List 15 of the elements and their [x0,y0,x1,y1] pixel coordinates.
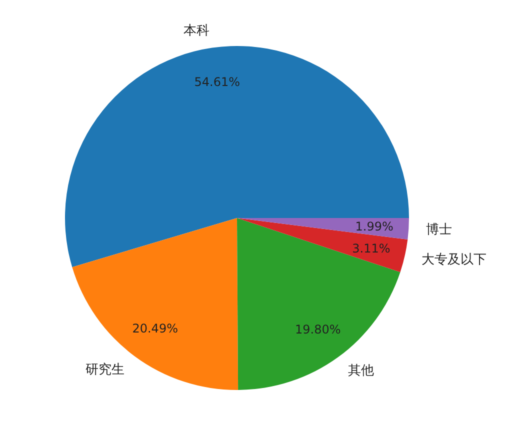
data-label: 19.80% [294,322,341,336]
data-label: 20.49% [132,322,178,336]
data-label: 3.11% [352,241,390,256]
data-label: 54.61% [194,74,240,89]
pie-slice [65,46,409,268]
pie-slice [237,218,408,272]
data-label: 1.99% [355,220,394,234]
slice-label: 大专及以下 [422,252,487,268]
pie-slice [237,218,400,390]
slice-label: 研究生 [85,362,124,378]
slice-label: 其他 [348,364,374,379]
pie-slice [237,218,409,240]
slice-label: 本科 [184,23,210,38]
slice-label: 博士 [426,222,452,238]
pie-slice [72,218,238,390]
